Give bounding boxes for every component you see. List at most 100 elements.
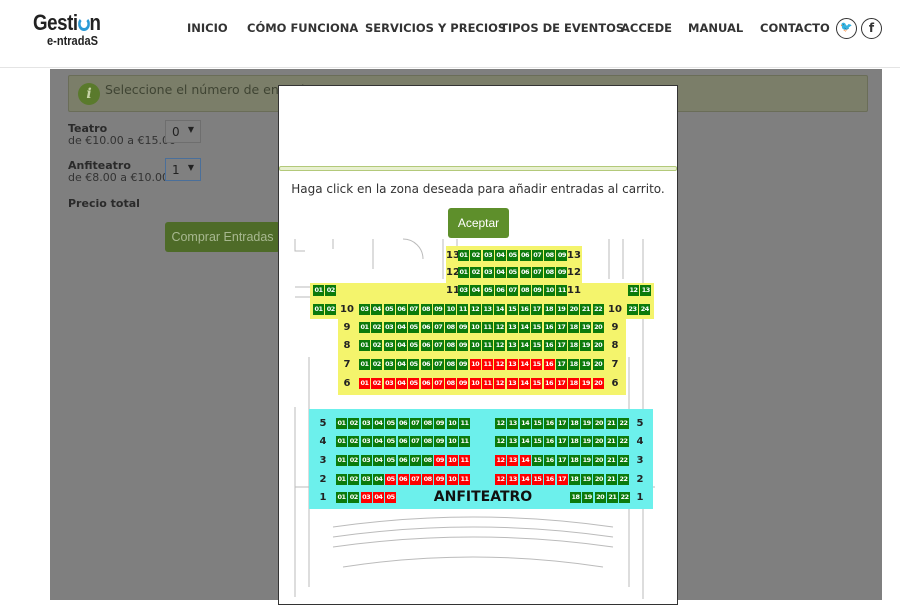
nav-servicios-precios[interactable]: SERVICIOS Y PRECIOS bbox=[365, 21, 507, 35]
teatro-seat-available[interactable]: 03 bbox=[359, 304, 370, 315]
nav-manual[interactable]: MANUAL bbox=[688, 21, 744, 35]
teatro-seat-available[interactable]: 07 bbox=[507, 285, 519, 296]
teatro-seat-available[interactable]: 05 bbox=[408, 322, 420, 333]
anfiteatro-seat-available[interactable]: 20 bbox=[593, 436, 605, 447]
teatro-seat-available[interactable]: 07 bbox=[432, 340, 444, 351]
teatro-seat-available[interactable]: 02 bbox=[470, 267, 482, 278]
teatro-seat-available[interactable]: 08 bbox=[544, 267, 556, 278]
teatro-seat-available[interactable]: 09 bbox=[457, 359, 469, 370]
teatro-seat-available[interactable]: 20 bbox=[592, 322, 604, 333]
teatro-seat-available[interactable]: 18 bbox=[568, 359, 580, 370]
teatro-seat-available[interactable]: 07 bbox=[432, 322, 444, 333]
anfiteatro-seat-available[interactable]: 01 bbox=[336, 492, 347, 503]
anfiteatro-seat-available[interactable]: 13 bbox=[507, 436, 519, 447]
teatro-seat-available[interactable]: 09 bbox=[556, 267, 568, 278]
teatro-seat-available[interactable]: 03 bbox=[482, 250, 494, 261]
anfiteatro-seat-available[interactable]: 18 bbox=[568, 436, 580, 447]
anfiteatro-seat-available[interactable]: 06 bbox=[397, 436, 409, 447]
anfiteatro-seat-available[interactable]: 12 bbox=[495, 418, 506, 429]
anfiteatro-seat-available[interactable]: 19 bbox=[581, 474, 593, 485]
teatro-seat-available[interactable]: 09 bbox=[531, 285, 543, 296]
anfiteatro-seat-available[interactable]: 19 bbox=[581, 455, 593, 466]
anfiteatro-seat-available[interactable]: 05 bbox=[385, 436, 397, 447]
anfiteatro-seat-available[interactable]: 16 bbox=[544, 436, 556, 447]
teatro-seat-available[interactable]: 05 bbox=[507, 250, 519, 261]
anfiteatro-seat-available[interactable]: 20 bbox=[593, 474, 605, 485]
nav-inicio[interactable]: INICIO bbox=[187, 21, 228, 35]
teatro-seat-available[interactable]: 03 bbox=[383, 340, 395, 351]
anfiteatro-seat-available[interactable]: 20 bbox=[594, 492, 606, 503]
teatro-seat-available[interactable]: 04 bbox=[371, 304, 383, 315]
teatro-seat-available[interactable]: 13 bbox=[640, 285, 652, 296]
anfiteatro-seat-available[interactable]: 18 bbox=[568, 474, 580, 485]
nav-contacto[interactable]: CONTACTO bbox=[760, 21, 830, 35]
anfiteatro-seat-available[interactable]: 03 bbox=[360, 418, 372, 429]
anfiteatro-seat-available[interactable]: 19 bbox=[582, 492, 594, 503]
teatro-seat-available[interactable]: 05 bbox=[482, 285, 494, 296]
teatro-seat-available[interactable]: 08 bbox=[420, 304, 432, 315]
anfiteatro-seat-available[interactable]: 22 bbox=[618, 436, 629, 447]
teatro-seat-available[interactable]: 13 bbox=[506, 322, 518, 333]
buy-tickets-button[interactable]: Comprar Entradas bbox=[165, 222, 280, 252]
teatro-seat-available[interactable]: 05 bbox=[408, 359, 420, 370]
teatro-seat-available[interactable]: 04 bbox=[395, 340, 407, 351]
anfiteatro-seat-available[interactable]: 10 bbox=[446, 436, 458, 447]
anfiteatro-seat-available[interactable]: 08 bbox=[422, 436, 434, 447]
anfiteatro-seat-available[interactable]: 18 bbox=[568, 418, 580, 429]
anfiteatro-seat-available[interactable]: 04 bbox=[372, 418, 384, 429]
teatro-seat-available[interactable]: 06 bbox=[519, 267, 531, 278]
teatro-seat-available[interactable]: 01 bbox=[359, 340, 370, 351]
anfiteatro-seat-available[interactable]: 01 bbox=[336, 474, 347, 485]
anfiteatro-seat-available[interactable]: 14 bbox=[519, 436, 531, 447]
anfiteatro-seat-available[interactable]: 18 bbox=[570, 492, 581, 503]
anfiteatro-seat-available[interactable]: 17 bbox=[556, 436, 568, 447]
anfiteatro-seat-available[interactable]: 07 bbox=[409, 418, 421, 429]
teatro-seat-available[interactable]: 15 bbox=[531, 322, 543, 333]
anfiteatro-seat-available[interactable]: 21 bbox=[605, 455, 617, 466]
anfiteatro-seat-available[interactable]: 19 bbox=[581, 436, 593, 447]
anfiteatro-seat-available[interactable]: 21 bbox=[605, 418, 617, 429]
teatro-seat-available[interactable]: 08 bbox=[445, 340, 457, 351]
teatro-seat-available[interactable]: 06 bbox=[420, 340, 432, 351]
anfiteatro-seat-available[interactable]: 20 bbox=[593, 418, 605, 429]
teatro-seat-available[interactable]: 04 bbox=[494, 250, 506, 261]
anfiteatro-seat-available[interactable]: 18 bbox=[568, 455, 580, 466]
logo[interactable]: Gesti n e-ntradaS bbox=[33, 10, 113, 50]
teatro-seat-available[interactable]: 17 bbox=[555, 359, 567, 370]
teatro-seat-available[interactable]: 05 bbox=[507, 267, 519, 278]
anfiteatro-seat-available[interactable]: 02 bbox=[348, 418, 360, 429]
teatro-seat-available[interactable]: 24 bbox=[639, 304, 651, 315]
teatro-seat-available[interactable]: 08 bbox=[519, 285, 531, 296]
teatro-seat-available[interactable]: 18 bbox=[543, 304, 555, 315]
teatro-seat-available[interactable]: 12 bbox=[469, 304, 481, 315]
teatro-seat-available[interactable]: 09 bbox=[556, 250, 568, 261]
teatro-seat-available[interactable]: 09 bbox=[457, 340, 469, 351]
anfiteatro-seat-available[interactable]: 15 bbox=[531, 455, 543, 466]
anfiteatro-seat-available[interactable]: 15 bbox=[531, 418, 543, 429]
anfiteatro-seat-available[interactable]: 22 bbox=[618, 455, 629, 466]
teatro-seat-available[interactable]: 17 bbox=[531, 304, 543, 315]
anfiteatro-seat-available[interactable]: 16 bbox=[544, 455, 556, 466]
teatro-seat-available[interactable]: 11 bbox=[556, 285, 568, 296]
nav-tipos-eventos[interactable]: TIPOS DE EVENTOS bbox=[500, 21, 625, 35]
nav-accede[interactable]: ACCEDE bbox=[621, 21, 673, 35]
nav-como-funciona[interactable]: CÓMO FUNCIONA bbox=[247, 21, 359, 35]
anfiteatro-seat-available[interactable]: 05 bbox=[385, 455, 397, 466]
teatro-seat-available[interactable]: 01 bbox=[313, 304, 324, 315]
anfiteatro-seat-available[interactable]: 22 bbox=[619, 492, 631, 503]
teatro-seat-available[interactable]: 18 bbox=[568, 322, 580, 333]
teatro-seat-available[interactable]: 04 bbox=[395, 322, 407, 333]
teatro-seat-available[interactable]: 07 bbox=[531, 250, 543, 261]
teatro-seat-available[interactable]: 06 bbox=[420, 359, 432, 370]
anfiteatro-seat-available[interactable]: 17 bbox=[556, 418, 568, 429]
teatro-seat-available[interactable]: 01 bbox=[359, 359, 370, 370]
anfiteatro-seat-available[interactable]: 05 bbox=[385, 418, 397, 429]
anfiteatro-seat-available[interactable]: 07 bbox=[409, 436, 421, 447]
anfiteatro-seat-available[interactable]: 04 bbox=[372, 455, 384, 466]
teatro-seat-available[interactable]: 03 bbox=[482, 267, 494, 278]
teatro-seat-available[interactable]: 10 bbox=[544, 285, 556, 296]
teatro-seat-available[interactable]: 17 bbox=[555, 322, 567, 333]
anfiteatro-seat-available[interactable]: 16 bbox=[544, 418, 556, 429]
teatro-seat-available[interactable]: 20 bbox=[592, 359, 604, 370]
teatro-seat-available[interactable]: 06 bbox=[494, 285, 506, 296]
